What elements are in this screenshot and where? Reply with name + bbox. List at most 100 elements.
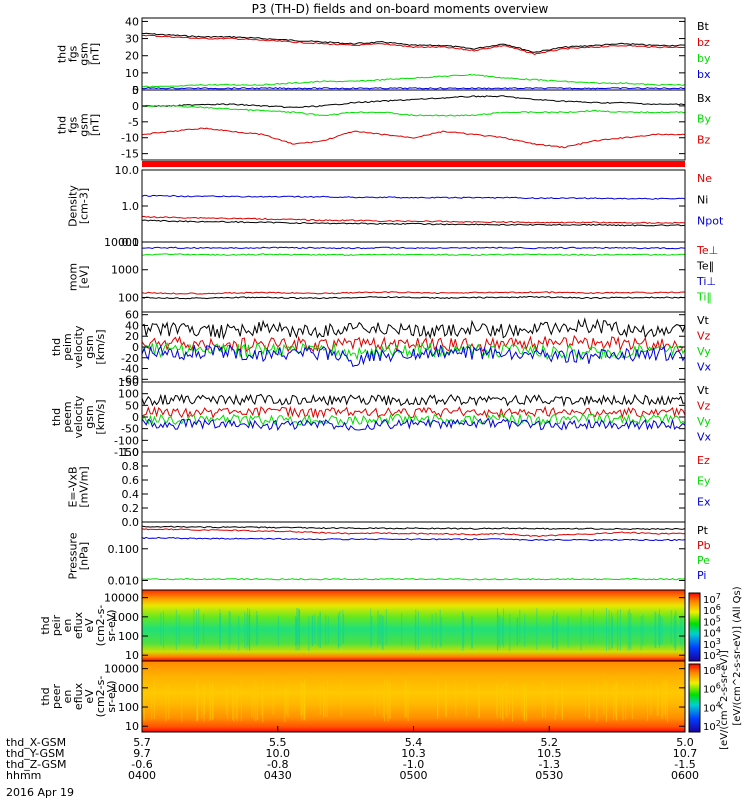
y-axis-label: eV [83, 689, 96, 704]
series-p1-red [142, 34, 686, 56]
legend-black: Bt [697, 20, 710, 33]
panel-p3: 10.0 1.0 0.1 Density[cm-3] Ne Ni Npot [67, 164, 724, 249]
y-axis-label: fgs [67, 116, 80, 133]
x-row-value: -0.6 [131, 758, 152, 771]
y-tick-label: 0.2 [122, 502, 140, 515]
legend-red: Ne [697, 172, 712, 185]
colorbar-title: [eV/(cm^2-s-sr-eV)] [719, 650, 730, 750]
x-row-value: 5.5 [269, 736, 287, 749]
legend-green: Ey [697, 475, 711, 488]
spectrogram-p9 [142, 590, 685, 661]
panel-frame [141, 241, 686, 313]
series-p3-black [141, 219, 686, 227]
y-tick-label: 1000 [111, 264, 139, 277]
legend-red: Te⊥ [696, 244, 718, 257]
y-tick-label: 0.100 [108, 543, 140, 556]
y-axis-label: eV [83, 618, 96, 633]
panel-p9: 10000 1000 100 10 thdpeirenefluxeV(cm2-s-sr-… [39, 589, 686, 662]
y-tick-label: 100 [118, 291, 139, 304]
panel-p7: 1.00.80.60.40.20.0 E=-VxB[mV/m] Ez Ey Ex [67, 446, 711, 529]
series-p2-red [141, 127, 686, 149]
y-axis-label: sr-eV) [105, 680, 118, 712]
y-axis-label: thd [56, 45, 69, 63]
x-row-value: 10.0 [266, 747, 291, 760]
y-tick-label: 20 [125, 50, 139, 63]
panel-p8: 0.100 0.010 Pressure[nPa] Pt Pb Pe Pi [67, 521, 711, 591]
legend-red: Vz [697, 400, 711, 413]
x-row-label: thd_Z-GSM [6, 758, 66, 771]
y-axis-label: thd [50, 408, 63, 426]
y-axis-label: thd [39, 616, 52, 634]
y-axis-label: thd [56, 116, 69, 134]
y-tick-label: 10.0 [115, 164, 140, 177]
y-axis-label: (cm2-s- [94, 676, 107, 718]
y-tick-label: 10000 [104, 236, 139, 249]
legend-black: Vt [697, 314, 710, 327]
series-p4-blue [142, 246, 686, 250]
y-axis-label: E=-VxB [67, 466, 80, 507]
y-tick-label: -100 [114, 434, 139, 447]
y-tick-label: 0.4 [122, 488, 140, 501]
y-tick-label: -40 [121, 363, 139, 376]
legend-blue: Vx [697, 361, 712, 374]
legend-blue: Ex [697, 495, 711, 508]
y-axis-label: Density [67, 185, 80, 227]
y-axis-label: en [61, 690, 74, 704]
series-p8-red [141, 528, 686, 538]
y-tick-label: 50 [125, 399, 139, 412]
y-tick-label: 0 [132, 84, 139, 97]
y-tick-label: 40 [125, 319, 139, 332]
y-axis-label: [nPa] [78, 542, 91, 570]
y-tick-label: 0.0 [122, 516, 140, 529]
series-p5-black [141, 317, 686, 341]
y-tick-label: 10000 [104, 592, 139, 605]
series-p2-green [141, 104, 686, 117]
legend-green: By [697, 113, 712, 126]
x-row-value: 0600 [671, 769, 699, 782]
y-axis-label: peem [61, 401, 74, 432]
legend-green: by [697, 52, 711, 65]
separator-bar [142, 161, 685, 167]
legend-red: Pb [697, 539, 711, 552]
colorbar [688, 663, 701, 733]
legend-blue: Ti⊥ [696, 275, 716, 288]
y-tick-label: 0.8 [122, 460, 140, 473]
series-p3-blue [141, 194, 686, 200]
y-tick-label: 1000 [111, 682, 139, 695]
series-p4-red [141, 291, 686, 295]
y-tick-label: -10 [121, 132, 139, 145]
legend-green: Ti‖ [696, 291, 712, 304]
y-tick-label: -20 [121, 352, 139, 365]
series-p6-red [141, 405, 686, 420]
panels: 010203040thdfgsgsm[nT]Btbzbybx50-5-10-15… [39, 15, 724, 733]
x-row-value: 5.2 [541, 736, 559, 749]
y-axis-label: [cm-3] [78, 188, 91, 224]
colorbar-title: [eV/(cm^2-s-sr-eV)] (All Qs) [732, 586, 743, 725]
y-tick-label: -60 [121, 373, 139, 386]
x-row-value: 5.0 [676, 736, 694, 749]
y-tick-label: 0 [132, 411, 139, 424]
series-p5-blue [141, 344, 686, 367]
x-row-value: 0500 [400, 769, 428, 782]
panel-p10: 10000 1000 100 10 thdpeerenefluxeV(cm2-s-sr-… [39, 660, 686, 733]
y-axis-label: en [61, 619, 74, 633]
y-tick-label: 60 [125, 309, 139, 322]
y-tick-label: -150 [114, 446, 139, 459]
series-p6-black [141, 393, 686, 408]
y-axis-label: eflux [72, 682, 85, 710]
legend-black: Ni [697, 193, 708, 206]
series-p4-black [141, 295, 686, 300]
legend-red: Vz [697, 330, 711, 343]
y-axis-label: peer [50, 684, 63, 710]
panel-frame [141, 169, 686, 243]
y-tick-label: 0 [132, 100, 139, 113]
x-row-label: thd_X-GSM [6, 736, 66, 749]
y-axis-label: velocity [72, 325, 85, 368]
y-tick-label: 40 [125, 15, 139, 28]
legend-blue: Vx [697, 431, 712, 444]
y-tick-label: 0.6 [122, 474, 140, 487]
y-tick-label: 0.1 [122, 236, 140, 249]
series-p4-green [141, 253, 686, 257]
